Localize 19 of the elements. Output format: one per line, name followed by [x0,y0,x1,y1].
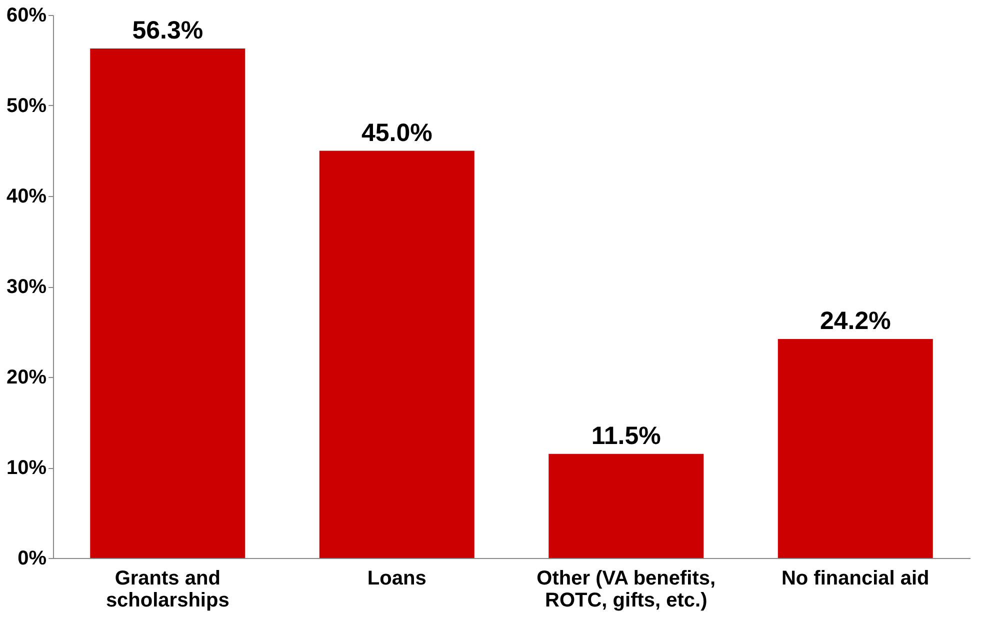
data-label: 45.0% [361,118,432,147]
bar [778,338,933,558]
data-label: 56.3% [132,16,204,44]
y-tick-label: 20% [6,366,47,388]
y-tick-label: 10% [6,457,47,479]
x-tick-label: No financial aid [781,568,930,590]
y-tick-label: 0% [18,548,47,570]
y-tick-label: 50% [6,95,47,117]
data-label: 24.2% [820,306,891,335]
y-tick-label: 40% [6,186,47,208]
x-tick-label: Other (VA benefits, ROTC, gifts, etc.) [536,568,716,612]
bar [548,454,704,558]
data-label: 11.5% [591,422,661,450]
y-tick-label: 60% [6,4,47,26]
bar [90,48,246,558]
x-tick-label: Loans [367,568,426,590]
x-tick-label: Grants and scholarships [106,568,230,612]
y-tick-label: 30% [6,276,47,298]
bar [319,150,474,558]
